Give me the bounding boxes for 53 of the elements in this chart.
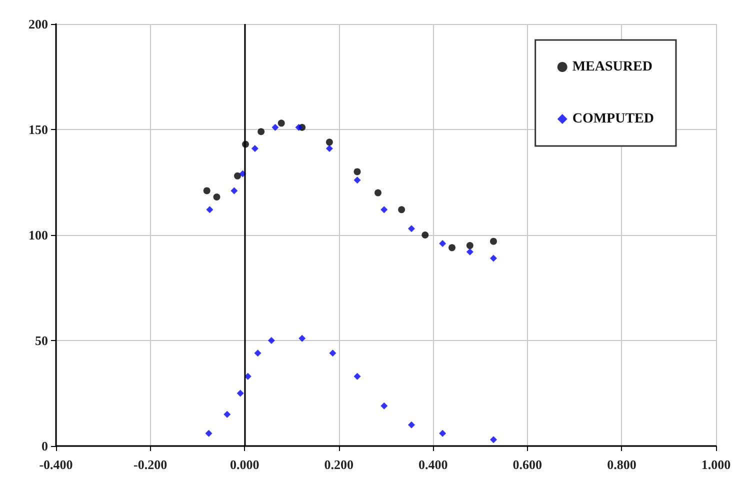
point [213, 194, 220, 201]
x-tick-label: 0.600 [512, 457, 542, 472]
y-tick-label: 50 [35, 333, 48, 348]
x-tick-label: 0.800 [607, 457, 636, 472]
point [230, 187, 238, 194]
point [380, 206, 388, 214]
point [295, 124, 302, 131]
point [224, 410, 231, 418]
point [206, 206, 214, 214]
x-tick-label: 0.400 [418, 457, 448, 472]
point [298, 334, 306, 342]
point [354, 176, 361, 184]
point [490, 254, 497, 262]
point [278, 120, 285, 127]
x-tick-label: -0.200 [133, 457, 168, 472]
x-tick-label: 0.000 [230, 457, 260, 472]
point [422, 232, 429, 238]
point [326, 138, 333, 146]
x-tick-label: 1.000 [701, 457, 731, 472]
y-tick-label: 200 [28, 16, 48, 32]
point [408, 421, 415, 428]
legend-label: MEASURED [572, 60, 652, 74]
x-tick-label: -0.400 [39, 457, 73, 472]
point [466, 248, 474, 256]
point [268, 337, 275, 344]
point [490, 436, 497, 444]
x-tick-label: 0.200 [324, 457, 354, 472]
point [439, 430, 446, 437]
point [326, 144, 333, 152]
point [254, 350, 262, 357]
point [408, 225, 415, 232]
point [380, 402, 388, 410]
point [258, 128, 265, 136]
point [236, 390, 244, 397]
point [205, 430, 212, 437]
legend-label: COMPUTED [572, 112, 654, 126]
point [329, 350, 336, 357]
point [354, 168, 361, 176]
point [203, 187, 210, 194]
point [490, 238, 497, 245]
point [439, 240, 446, 247]
point [398, 206, 406, 214]
point [448, 244, 456, 252]
y-tick-label: 100 [28, 228, 48, 242]
point [251, 144, 258, 152]
point [272, 124, 279, 131]
point [354, 372, 361, 380]
y-tick-label: 150 [28, 122, 48, 137]
point [239, 170, 246, 178]
point [466, 242, 474, 250]
point [234, 172, 241, 180]
point [374, 189, 382, 196]
y-tick-label: 0 [42, 438, 48, 454]
